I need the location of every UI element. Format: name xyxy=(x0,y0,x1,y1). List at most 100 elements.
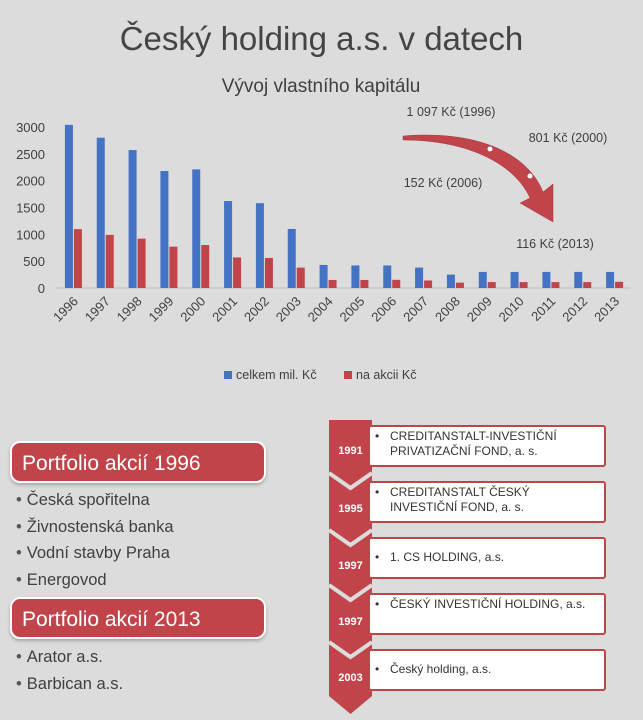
annotation-marker xyxy=(487,146,493,152)
annotation-label: 801 Kč (2000) xyxy=(529,131,608,145)
y-tick-label: 500 xyxy=(23,254,45,269)
chart-subtitle: Vývoj vlastního kapitálu xyxy=(222,76,421,97)
timeline-year: 1995 xyxy=(338,503,363,515)
x-tick-label: 1998 xyxy=(114,294,145,325)
list-item: Arator a.s. xyxy=(16,644,123,671)
annotation-label: 116 Kč (2013) xyxy=(516,237,594,251)
portfolio-1996-header: Portfolio akcií 1996 xyxy=(10,441,266,483)
bar-per-share xyxy=(73,229,82,288)
bar-per-share xyxy=(264,257,273,288)
list-item: Barbican a.s. xyxy=(16,671,123,698)
chevron-separator xyxy=(329,471,372,491)
x-tick-label: 2012 xyxy=(559,294,590,325)
x-tick-label: 2002 xyxy=(241,294,272,325)
bar-total xyxy=(224,201,233,288)
bar-per-share xyxy=(137,238,146,288)
bar-per-share xyxy=(487,282,496,288)
bar-total xyxy=(510,271,519,288)
bar-per-share xyxy=(328,279,337,288)
bar-per-share xyxy=(201,245,210,288)
timeline-entry-text: ČESKÝ INVESTIČNÍ HOLDING, a.s. xyxy=(390,597,586,611)
y-tick-label: 2500 xyxy=(16,147,45,162)
annotation-label: 1 097 Kč (1996) xyxy=(407,105,496,119)
legend-label: celkem mil. Kč xyxy=(236,368,317,382)
legend-swatch xyxy=(224,371,232,379)
timeline-year: 1997 xyxy=(338,616,363,628)
chevron-down-icon xyxy=(329,420,372,714)
bullet-icon: • xyxy=(375,550,380,564)
x-tick-label: 2013 xyxy=(591,294,622,325)
bar-per-share xyxy=(360,279,369,288)
list-item: Česká spořitelna xyxy=(16,487,174,514)
x-tick-label: 1999 xyxy=(145,294,176,325)
timeline-year: 1997 xyxy=(338,560,363,572)
bullet-icon: • xyxy=(375,597,380,611)
bar-per-share xyxy=(424,280,433,288)
list-item: Vodní stavby Praha xyxy=(16,540,174,567)
bar-total xyxy=(64,124,73,288)
bar-per-share xyxy=(551,282,560,288)
bar-total xyxy=(606,271,615,288)
page-title: Český holding a.s. v datech xyxy=(119,20,524,57)
bar-per-share xyxy=(392,279,401,288)
bar-total xyxy=(542,271,551,288)
bullet-icon: • xyxy=(375,485,380,499)
x-tick-label: 2007 xyxy=(400,294,431,325)
x-tick-label: 2003 xyxy=(273,294,304,325)
bar-total xyxy=(319,264,328,288)
bar-total xyxy=(383,265,392,288)
y-tick-label: 1500 xyxy=(16,201,45,216)
bar-total xyxy=(287,228,296,288)
chart-legend: celkem mil. Kč na akcii Kč xyxy=(224,368,416,382)
chevron-separator xyxy=(329,640,372,660)
y-tick-label: 3000 xyxy=(16,120,45,135)
x-tick-label: 2005 xyxy=(336,294,367,325)
portfolio-2013-list: Arator a.s. Barbican a.s. xyxy=(16,644,123,697)
trend-arrow-icon xyxy=(402,134,554,223)
timeline-entry: • ČESKÝ INVESTIČNÍ HOLDING, a.s. xyxy=(368,593,606,635)
bar-per-share xyxy=(583,282,592,288)
chevron-separator xyxy=(329,528,372,548)
bar-per-share xyxy=(455,282,464,288)
bar-total xyxy=(478,271,487,288)
x-tick-label: 2010 xyxy=(496,294,527,325)
bar-total xyxy=(128,150,137,288)
trend-arrow xyxy=(402,134,554,223)
timeline-entry: • CREDITANSTALT ČESKÝ INVESTIČNÍ FOND, a… xyxy=(368,481,606,523)
x-tick-label: 2008 xyxy=(432,294,463,325)
chart-bars xyxy=(64,124,624,288)
bar-total xyxy=(255,203,264,288)
x-tick-label: 1996 xyxy=(50,294,81,325)
timeline-entry-text: 1. CS HOLDING, a.s. xyxy=(390,550,505,564)
equity-bar-chart: Vývoj vlastního kapitálu 0 500 1000 1500 2000… xyxy=(16,76,630,382)
annotation-marker xyxy=(527,173,533,179)
bar-per-share xyxy=(105,234,114,288)
timeline-year: 2003 xyxy=(338,672,363,684)
bar-per-share xyxy=(615,281,624,288)
legend-label: na akcii Kč xyxy=(356,368,416,382)
timeline-entry-text: CREDITANSTALT-INVESTIČNÍ PRIVATIZAČNÍ FO… xyxy=(390,429,557,458)
timeline-entry: • 1. CS HOLDING, a.s. xyxy=(368,537,606,579)
list-item: Energovod xyxy=(16,567,174,594)
timeline-entry: • Český holding, a.s. xyxy=(368,649,606,691)
x-tick-label: 1997 xyxy=(82,294,113,325)
x-tick-label: 2000 xyxy=(177,294,208,325)
bullet-icon: • xyxy=(375,662,380,676)
timeline-chevrons xyxy=(329,420,372,714)
timeline-entry: • CREDITANSTALT-INVESTIČNÍ PRIVATIZAČNÍ … xyxy=(368,425,606,467)
x-tick-label: 2006 xyxy=(368,294,399,325)
timeline-year: 1991 xyxy=(338,445,363,457)
bar-total xyxy=(574,271,583,288)
list-item: Živnostenská banka xyxy=(16,514,174,541)
bar-total xyxy=(351,265,360,288)
bar-per-share xyxy=(169,246,178,288)
bar-total xyxy=(192,169,201,288)
chart-annotations: 1 097 Kč (1996) 801 Kč (2000) 152 Kč (2006… xyxy=(404,105,608,251)
bar-total xyxy=(96,137,105,288)
bar-per-share xyxy=(296,267,305,288)
bar-total xyxy=(446,274,455,288)
legend-swatch xyxy=(344,371,352,379)
bullet-icon: • xyxy=(375,429,380,443)
timeline-entry-text: CREDITANSTALT ČESKÝ INVESTIČNÍ FOND, a. … xyxy=(390,485,530,514)
y-tick-label: 2000 xyxy=(16,174,45,189)
